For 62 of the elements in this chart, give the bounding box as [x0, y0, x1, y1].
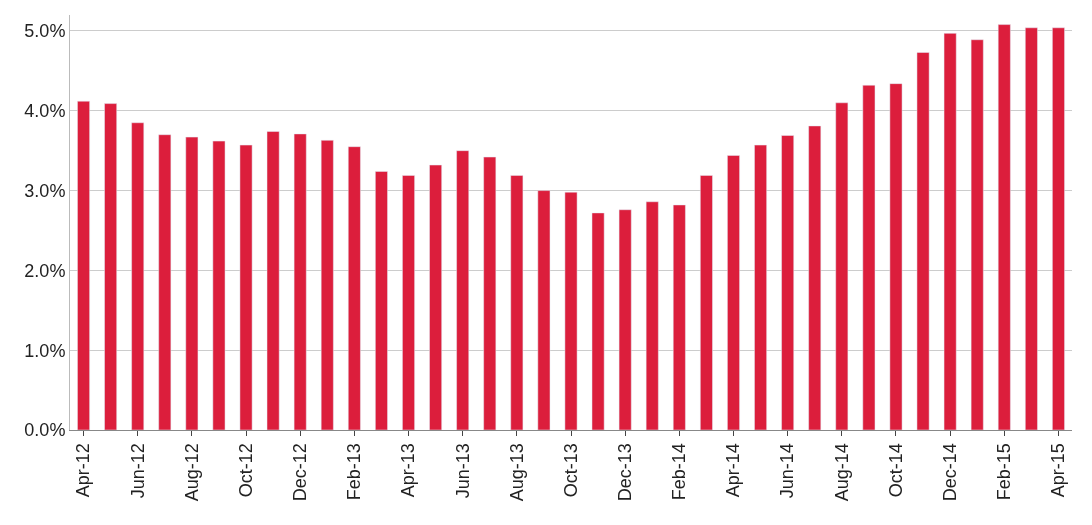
bar: [456, 150, 470, 430]
x-tick-label: Dec-12: [290, 443, 311, 502]
bar: [835, 102, 849, 430]
y-tick-label: 4.0%: [24, 101, 66, 122]
x-tick-label: Dec-13: [615, 443, 636, 502]
x-tick-label: Dec-14: [939, 443, 960, 502]
bar: [429, 164, 442, 430]
x-tick-label: Feb-15: [994, 443, 1015, 501]
bar: [104, 103, 117, 430]
x-tick-label: Oct-12: [235, 443, 256, 498]
x-tick-label: Aug-14: [831, 443, 852, 502]
x-tick-label: Apr-13: [398, 443, 419, 498]
y-tick-label: 0.0%: [24, 420, 66, 441]
bar: [375, 171, 388, 430]
bar: [889, 83, 903, 430]
bar: [158, 134, 172, 430]
y-tick-label: 5.0%: [24, 21, 66, 42]
x-tick-label: Jun-13: [452, 443, 473, 499]
y-tick-label: 1.0%: [24, 340, 66, 361]
y-tick-label: 3.0%: [24, 180, 66, 201]
bar: [618, 209, 632, 430]
bar: [131, 122, 145, 430]
bar: [754, 144, 767, 430]
bar: [266, 131, 280, 430]
x-tick-label: Aug-13: [506, 443, 527, 502]
bar: [185, 136, 199, 430]
bar: [700, 175, 713, 430]
bar: [645, 201, 659, 430]
bar: [239, 144, 253, 430]
x-tick-label: Apr-12: [73, 443, 94, 498]
x-tick-label: Aug-12: [181, 443, 202, 502]
bar: [564, 191, 578, 430]
bar: [1052, 27, 1065, 430]
bar: [483, 156, 497, 430]
bar: [348, 146, 361, 430]
bar: [997, 24, 1011, 430]
x-tick-label: Jun-12: [127, 443, 148, 499]
bar: [808, 125, 822, 430]
bar: [672, 204, 686, 430]
bar: [727, 155, 740, 430]
bar: [320, 140, 334, 430]
bar: [591, 212, 605, 430]
bar: [537, 190, 551, 430]
x-tick-label: Jun-14: [777, 443, 798, 499]
bar: [781, 135, 794, 430]
x-tick-label: Feb-14: [669, 443, 690, 501]
bar: [1025, 27, 1038, 430]
x-tick-label: Feb-13: [344, 443, 365, 501]
y-tick-label: 2.0%: [24, 260, 66, 281]
bar: [916, 52, 930, 430]
x-tick-label: Apr-14: [723, 443, 744, 498]
bar: [402, 175, 415, 430]
x-tick-label: Apr-15: [1048, 443, 1069, 498]
bar: [943, 33, 957, 430]
bar: [293, 133, 307, 430]
x-tick-label: Oct-14: [885, 443, 906, 498]
bar: [212, 140, 226, 430]
bar: [862, 84, 876, 430]
x-tick-label: Oct-13: [560, 443, 581, 498]
bar: [510, 175, 524, 430]
bar: [77, 100, 90, 430]
bar: [970, 39, 984, 430]
